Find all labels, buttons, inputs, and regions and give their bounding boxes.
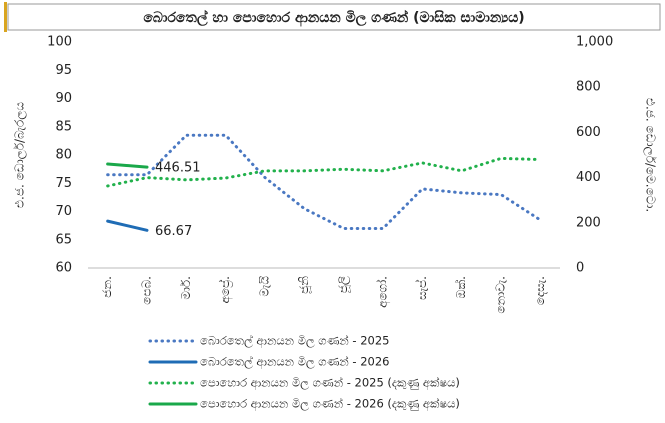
x-tick-label: දෙසැ.	[533, 276, 547, 305]
y-tick-label: 75	[55, 176, 72, 191]
legend-label: බොරතෙල් ආනයන මිල ගණන් - 2026	[200, 354, 390, 369]
y-tick-label: 80	[55, 148, 72, 163]
y-tick-label: 60	[55, 261, 72, 276]
x-tick-label: ජන.	[100, 276, 114, 298]
y-axis-label: එ.ජ. ඩොලර්/බැරලය	[13, 102, 28, 208]
series-line	[106, 156, 542, 188]
y-tick-label: 100	[47, 35, 72, 50]
y-tick-label: 70	[55, 204, 72, 219]
y-tick-label: 95	[55, 63, 72, 78]
legend-label: පොහොර ආනයන මිල ගණන් - 2025 (දකුණු අක්ෂය)	[200, 375, 460, 390]
x-tick-label: මැයි	[258, 276, 272, 297]
x-tick-label: ඔක්.	[454, 276, 468, 298]
x-tick-label: ජූලි	[336, 276, 351, 293]
series-line	[106, 133, 542, 230]
x-tick-label: සැප්.	[415, 276, 429, 300]
y-tick-label: 90	[55, 91, 72, 106]
y2-tick-label: 1,000	[576, 35, 613, 50]
title-box	[7, 3, 661, 31]
x-tick-label: මාර්.	[179, 276, 193, 300]
legend-label: බොරතෙල් ආනයන මිල ගණන් - 2025	[200, 333, 390, 348]
y2-tick-label: 400	[576, 170, 601, 185]
accent-bar	[4, 2, 7, 32]
x-tick-label: නොවැ.	[494, 276, 508, 314]
x-tick-label: ජූනි	[297, 276, 312, 294]
series-line	[106, 219, 149, 232]
y2-tick-label: 800	[576, 80, 601, 95]
x-tick-label: අප්‍රේ.	[218, 276, 233, 304]
series-line	[106, 162, 149, 169]
x-tick-label: අගෝ.	[376, 276, 391, 308]
value-label: 66.67	[155, 224, 192, 239]
y2-tick-label: 200	[576, 215, 601, 230]
x-tick-label: පෙබ.	[140, 276, 154, 305]
y2-tick-label: 600	[576, 125, 601, 140]
y2-axis-label: එ.ජ. ඩොලර්/මෙ.ටො.	[643, 98, 658, 212]
y-tick-label: 85	[55, 119, 72, 134]
y2-tick-label: 0	[576, 261, 584, 276]
y-tick-label: 65	[55, 232, 72, 247]
legend-label: පොහොර ආනයන මිල ගණන් - 2026 (දකුණු අක්ෂය)	[200, 396, 460, 411]
chart-title: බොරතෙල් හා පොහොර ආනයන මිල ගණන් (මාසික සා…	[143, 9, 524, 27]
value-label: 446.51	[155, 161, 201, 176]
